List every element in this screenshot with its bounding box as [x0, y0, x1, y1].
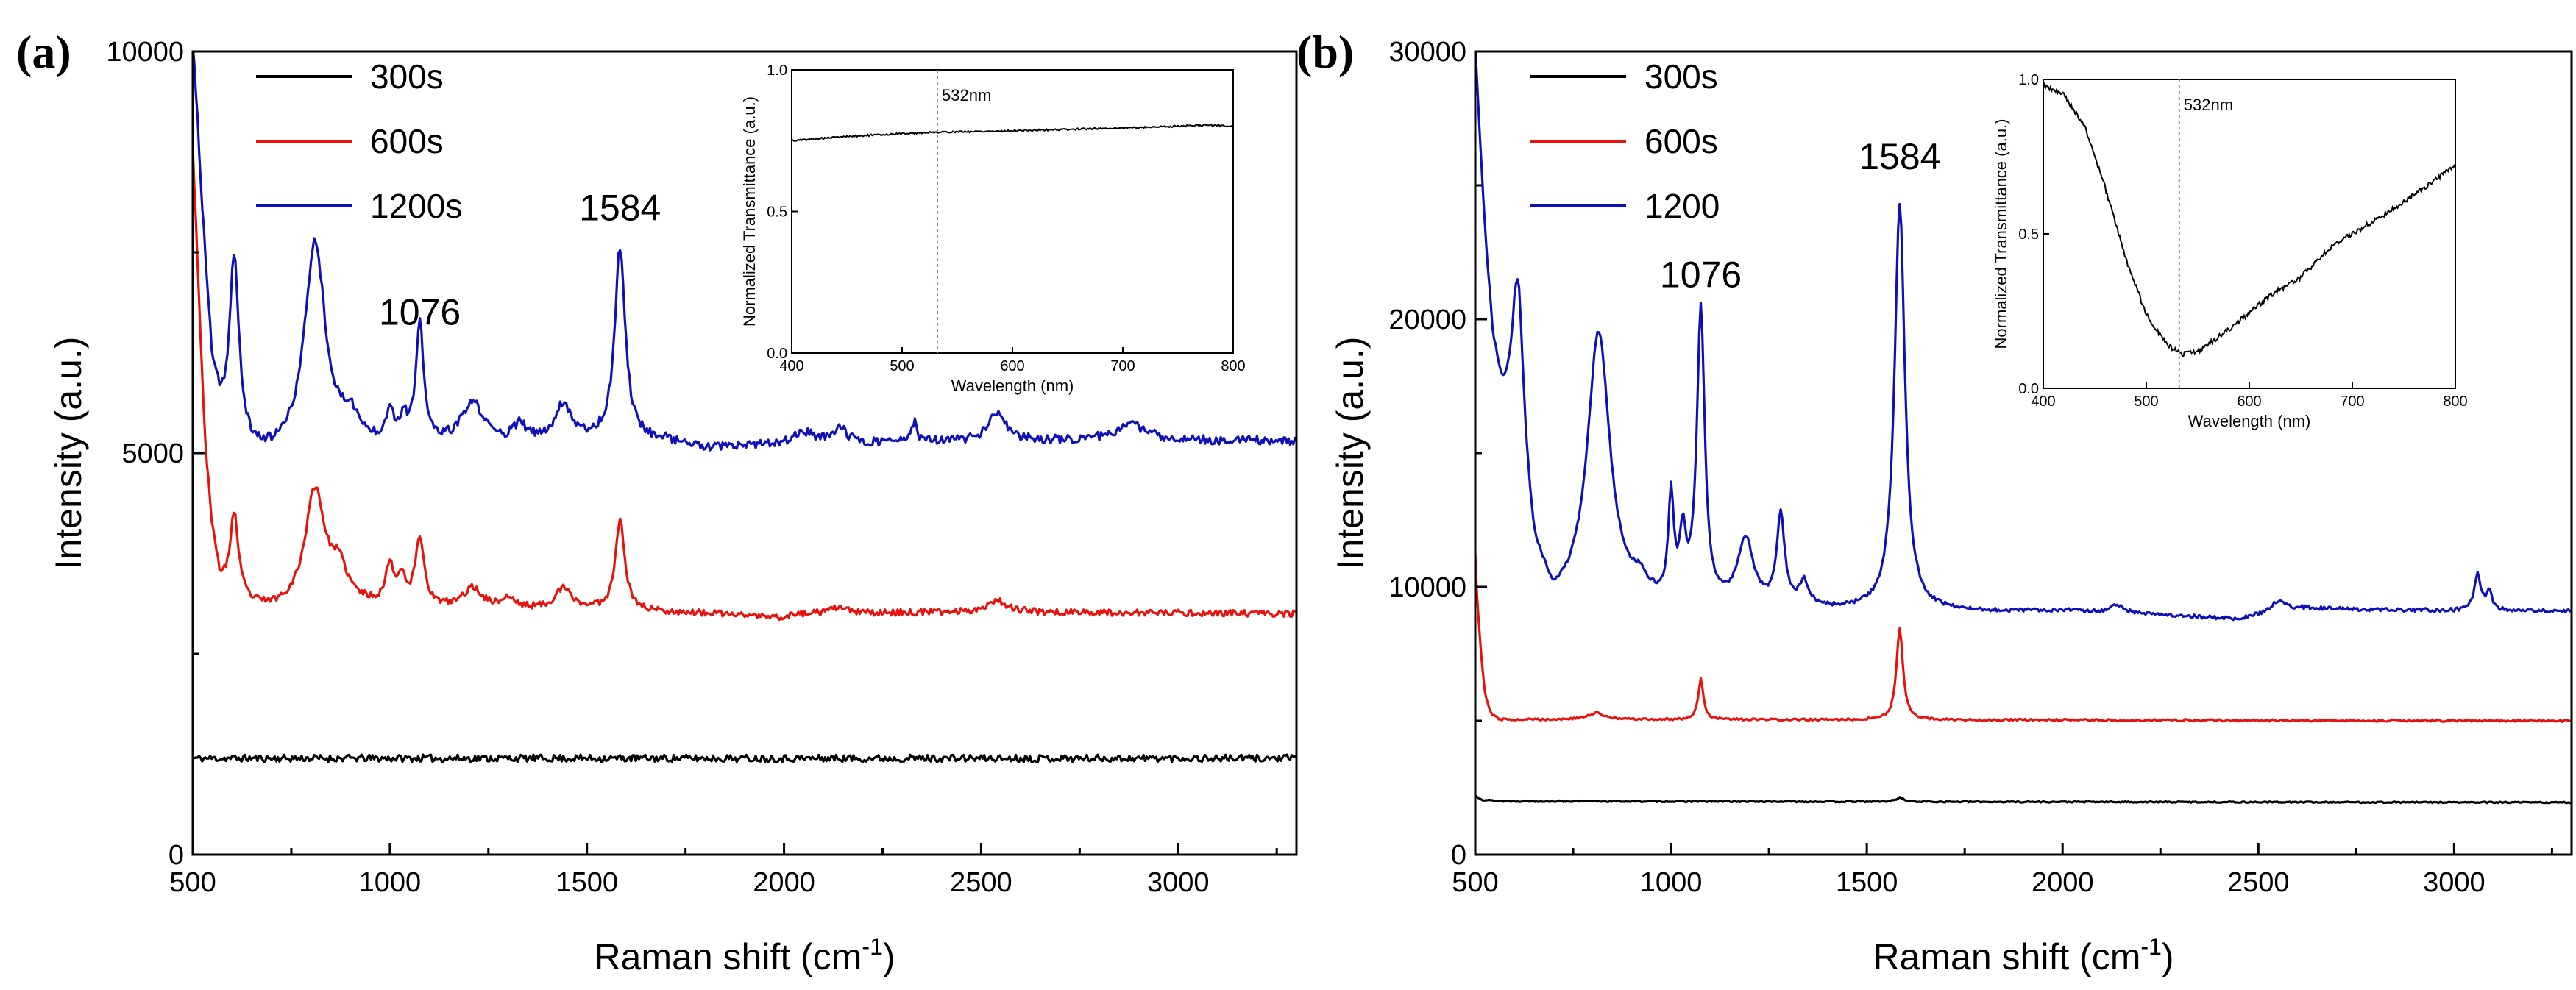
- x-axis-title: Raman shift (cm-1): [1873, 933, 2174, 977]
- y-tick-label: 5000: [121, 438, 184, 469]
- panel-b: 500 1000 1500 2000 2500 30000100002000030000R…: [1296, 26, 2573, 977]
- y-tick-label: 30000: [1388, 37, 1466, 68]
- legend-label: 1200s: [370, 187, 462, 225]
- series-line-1200s: [193, 51, 1296, 452]
- legend-label: 600s: [1644, 122, 1718, 160]
- inset-x-tick-label: 600: [1000, 358, 1024, 374]
- inset-x-tick-label: 500: [890, 358, 914, 374]
- peak-annotation: 1076: [1660, 254, 1742, 295]
- legend-label: 300s: [1644, 57, 1718, 96]
- legend-label: 300s: [370, 57, 444, 96]
- x-tick-label: 1000: [1640, 867, 1703, 898]
- series-group: [193, 51, 1296, 763]
- series-line-300s: [193, 753, 1296, 763]
- inset-chart: 532nm 400 500 600 700 800 0.0 0.5 1.0 Wavelength …: [1992, 72, 2468, 430]
- panel-label: (a): [16, 26, 71, 78]
- peak-annotation: 1076: [379, 291, 461, 332]
- inset-x-axis-title: Wavelength (nm): [951, 377, 1074, 395]
- x-tick-label: 2500: [950, 867, 1012, 898]
- inset-y-tick-label: 0.5: [767, 204, 787, 221]
- inset-y-tick-label: 0.0: [767, 346, 787, 362]
- inset-x-tick-label: 800: [2443, 393, 2467, 410]
- inset-y-tick-label: 1.0: [2018, 72, 2039, 88]
- x-tick-label: 1500: [556, 867, 618, 898]
- y-tick-label: 0: [1451, 840, 1466, 871]
- series-group: [1475, 51, 2572, 805]
- inset-marker-label: 532nm: [2184, 96, 2233, 114]
- peak-annotation: 1584: [579, 187, 661, 228]
- inset-series-line: [791, 123, 1234, 142]
- x-tick-label: 2500: [2227, 867, 2290, 898]
- panel-label: (b): [1296, 26, 1354, 78]
- peak-annotation: 1584: [1859, 136, 1940, 177]
- inset-y-tick-label: 0.0: [2018, 381, 2039, 397]
- inset-y-tick-label: 1.0: [767, 63, 787, 79]
- x-tick-label: 1500: [1836, 867, 1898, 898]
- legend-label: 1200: [1644, 187, 1720, 225]
- series-line-600s: [193, 148, 1296, 622]
- y-axis-title: Intensity (a.u.): [48, 337, 89, 570]
- legend-label: 600s: [370, 122, 444, 160]
- inset-x-tick-label: 700: [2340, 393, 2364, 410]
- inset-series-line: [2043, 82, 2456, 357]
- y-tick-label: 10000: [106, 37, 184, 68]
- x-tick-label: 2000: [2032, 867, 2094, 898]
- inset-frame: [2043, 79, 2456, 389]
- x-tick-label: 3000: [2423, 867, 2485, 898]
- inset-x-tick-label: 500: [2134, 393, 2158, 410]
- y-tick-label: 10000: [1388, 572, 1466, 603]
- inset-x-tick-label: 400: [2031, 393, 2055, 410]
- inset-x-tick-label: 800: [1221, 358, 1245, 374]
- inset-x-tick-label: 400: [779, 358, 803, 374]
- y-axis-title: Intensity (a.u.): [1330, 337, 1371, 570]
- inset-y-axis-title: Normalized Transmittance (a.u.): [1992, 119, 2010, 349]
- series-line-1200: [1475, 51, 2572, 622]
- inset-frame: [791, 69, 1234, 354]
- series-line-600s: [1475, 552, 2572, 723]
- inset-marker-label: 532nm: [942, 86, 991, 104]
- y-tick-label: 20000: [1388, 305, 1466, 335]
- panel-a: 500 1000 1500 2000 2500 3000 0 5000 10000 Raman s…: [16, 26, 1298, 977]
- inset-y-tick-label: 0.5: [2018, 227, 2039, 243]
- series-line-300s: [1475, 794, 2572, 805]
- y-tick-label: 0: [168, 840, 184, 871]
- inset-chart: 532nm 400 500 600 700 800 0.0 0.5 1.0 Wavelength …: [740, 63, 1246, 395]
- x-tick-label: 1000: [359, 867, 422, 898]
- inset-y-axis-title: Normalized Transmittance (a.u.): [740, 96, 759, 327]
- x-tick-label: 500: [1452, 867, 1498, 898]
- x-tick-label: 3000: [1147, 867, 1210, 898]
- x-axis-title: Raman shift (cm-1): [594, 933, 895, 977]
- inset-x-tick-label: 600: [2237, 393, 2261, 410]
- x-tick-label: 500: [169, 867, 216, 898]
- inset-x-tick-label: 700: [1110, 358, 1135, 374]
- inset-x-axis-title: Wavelength (nm): [2188, 412, 2311, 430]
- x-tick-label: 2000: [753, 867, 815, 898]
